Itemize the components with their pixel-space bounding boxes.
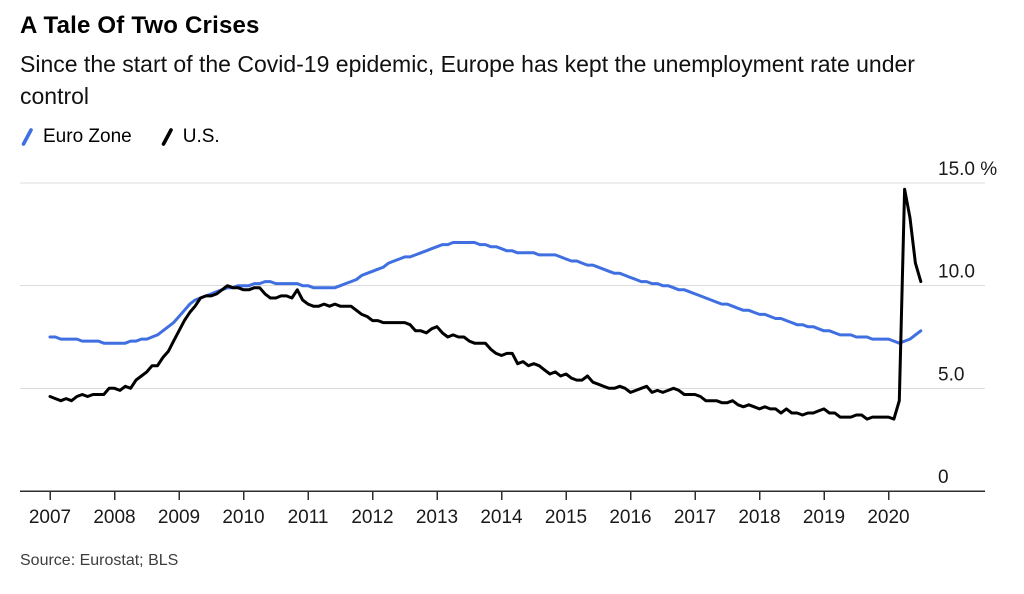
euro-zone-swatch-icon — [21, 128, 33, 146]
us-swatch-icon — [161, 128, 173, 146]
legend-label-euro-zone: Euro Zone — [43, 126, 132, 147]
x-axis-label: 2012 — [351, 507, 393, 528]
euro-zone-line — [48, 241, 923, 345]
x-axis-label: 2010 — [222, 507, 264, 528]
source-note: Source: Eurostat; BLS — [20, 552, 179, 569]
legend-label-us: U.S. — [182, 126, 220, 147]
x-axis-label: 2013 — [416, 507, 458, 528]
u-s-line — [48, 187, 923, 421]
x-axis-label: 2020 — [867, 507, 909, 528]
x-axis-label: 2014 — [480, 507, 523, 528]
x-axis-label: 2016 — [609, 507, 651, 528]
y-axis-label: 5.0 — [938, 364, 964, 385]
x-axis-label: 2015 — [545, 507, 587, 528]
y-axis-label: 15.0 % — [938, 159, 997, 180]
x-axis-label: 2007 — [29, 507, 71, 528]
page-title: A Tale Of Two Crises — [20, 12, 260, 39]
x-axis-label: 2008 — [93, 507, 135, 528]
euro-zone-swatch-line — [21, 128, 33, 146]
y-axis-label: 10.0 — [938, 262, 975, 283]
chart-legend: Euro Zone U.S. — [20, 126, 220, 148]
chart-subtitle: Since the start of the Covid-19 epidemic… — [20, 51, 915, 110]
x-axis-label: 2019 — [803, 507, 845, 528]
y-axis-label: 0 — [938, 467, 949, 488]
legend-item-euro-zone: Euro Zone — [20, 126, 132, 148]
legend-item-us: U.S. — [160, 126, 220, 148]
x-axis-label: 2018 — [738, 507, 780, 528]
x-axis-label: 2011 — [288, 507, 329, 528]
x-axis-label: 2017 — [674, 507, 716, 528]
x-axis-label: 2009 — [158, 507, 200, 528]
us-swatch-line — [161, 128, 173, 146]
